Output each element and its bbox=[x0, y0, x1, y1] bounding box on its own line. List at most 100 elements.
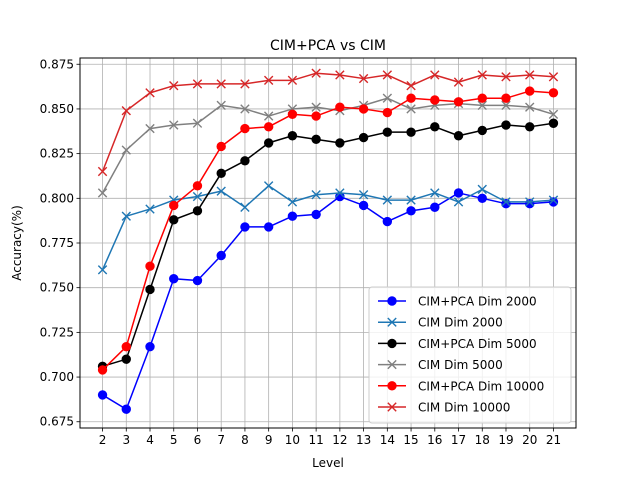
data-point bbox=[145, 341, 155, 352]
y-axis-label: Accuracy(%) bbox=[10, 205, 24, 281]
data-point bbox=[548, 118, 559, 128]
data-point bbox=[97, 365, 108, 375]
legend-item: CIM+PCA Dim 10000 bbox=[378, 379, 544, 393]
data-point bbox=[121, 354, 131, 364]
data-point bbox=[240, 123, 250, 134]
x-tick-label: 9 bbox=[265, 433, 273, 447]
data-point bbox=[430, 95, 440, 105]
legend-marker bbox=[387, 317, 397, 327]
series-line bbox=[101, 72, 554, 172]
legend-marker bbox=[387, 296, 397, 306]
data-point bbox=[525, 198, 535, 209]
data-point bbox=[216, 141, 226, 152]
x-axis-ticks: 2 3 4 5 6 7 8 9 10 11 12 13 14 15 16 17 18 19 20 21 bbox=[99, 428, 561, 447]
data-point bbox=[382, 195, 393, 205]
data-point bbox=[525, 122, 535, 132]
data-point bbox=[287, 131, 298, 141]
data-point bbox=[145, 123, 155, 134]
data-point bbox=[169, 215, 179, 225]
data-point bbox=[121, 404, 131, 414]
data-point bbox=[477, 100, 487, 111]
x-tick-label: 20 bbox=[522, 433, 537, 447]
x-tick-label: 7 bbox=[217, 433, 225, 447]
data-point bbox=[145, 261, 155, 271]
series-6 bbox=[97, 68, 559, 177]
data-point bbox=[406, 127, 416, 137]
data-point bbox=[263, 138, 274, 148]
data-point bbox=[335, 70, 345, 80]
data-point bbox=[145, 204, 155, 214]
data-point bbox=[311, 134, 321, 145]
x-tick-label: 14 bbox=[380, 433, 395, 447]
data-point bbox=[287, 109, 298, 120]
data-point bbox=[453, 188, 464, 198]
data-point bbox=[169, 81, 179, 91]
data-point bbox=[477, 93, 487, 103]
data-point bbox=[145, 284, 155, 295]
data-point bbox=[382, 127, 393, 137]
data-point bbox=[406, 206, 416, 216]
legend-item: CIM+PCA Dim 5000 bbox=[378, 337, 537, 351]
data-point bbox=[145, 88, 155, 98]
y-tick-label: 0.800 bbox=[40, 191, 74, 205]
series-2 bbox=[97, 181, 559, 275]
legend-marker bbox=[387, 402, 397, 412]
series-line bbox=[101, 97, 554, 194]
data-point bbox=[169, 200, 179, 211]
series-1 bbox=[97, 188, 559, 414]
data-point bbox=[263, 222, 274, 232]
data-point bbox=[453, 77, 464, 87]
data-point bbox=[240, 79, 250, 89]
series-layer bbox=[97, 68, 559, 414]
x-tick-label: 3 bbox=[122, 433, 130, 447]
data-point bbox=[382, 216, 393, 227]
chart-title: CIM+PCA vs CIM bbox=[270, 38, 386, 54]
data-point bbox=[169, 120, 179, 130]
data-point bbox=[548, 88, 559, 98]
x-tick-label: 12 bbox=[332, 433, 347, 447]
data-point bbox=[192, 275, 203, 286]
y-tick-label: 0.850 bbox=[40, 102, 74, 116]
data-point bbox=[169, 274, 179, 284]
data-point bbox=[287, 211, 298, 221]
data-point bbox=[501, 100, 511, 111]
data-point bbox=[216, 186, 226, 196]
data-point bbox=[430, 202, 440, 212]
data-point bbox=[192, 191, 203, 202]
data-point bbox=[382, 107, 393, 118]
data-point bbox=[121, 211, 131, 221]
data-point bbox=[358, 104, 369, 114]
x-tick-label: 13 bbox=[356, 433, 371, 447]
data-point bbox=[382, 70, 393, 80]
legend-marker bbox=[387, 338, 397, 349]
data-point bbox=[525, 86, 535, 96]
data-point bbox=[287, 197, 298, 207]
legend-items: CIM+PCA Dim 2000 CIM Dim 2000 CIM+PCA Dim … bbox=[378, 295, 544, 415]
data-point bbox=[406, 195, 416, 205]
data-point bbox=[97, 265, 108, 275]
x-tick-label: 15 bbox=[403, 433, 418, 447]
y-tick-label: 0.825 bbox=[40, 147, 74, 161]
data-point bbox=[335, 188, 345, 198]
data-point bbox=[525, 102, 535, 112]
data-point bbox=[548, 195, 559, 205]
legend-marker bbox=[387, 381, 397, 391]
data-point bbox=[311, 111, 321, 121]
x-tick-label: 2 bbox=[99, 433, 107, 447]
legend-box bbox=[368, 286, 572, 424]
legend-label: CIM+PCA Dim 5000 bbox=[418, 337, 537, 351]
data-point bbox=[97, 188, 108, 198]
legend-label: CIM Dim 5000 bbox=[418, 358, 503, 372]
data-point bbox=[216, 79, 226, 89]
data-point bbox=[358, 73, 369, 84]
data-point bbox=[406, 81, 416, 91]
data-point bbox=[216, 100, 226, 111]
legend-item: CIM Dim 2000 bbox=[378, 316, 503, 330]
data-point bbox=[263, 181, 274, 191]
series-line bbox=[101, 185, 554, 271]
data-point bbox=[263, 122, 274, 132]
data-point bbox=[358, 190, 369, 200]
y-tick-label: 0.725 bbox=[40, 325, 74, 339]
x-tick-label: 10 bbox=[285, 433, 300, 447]
